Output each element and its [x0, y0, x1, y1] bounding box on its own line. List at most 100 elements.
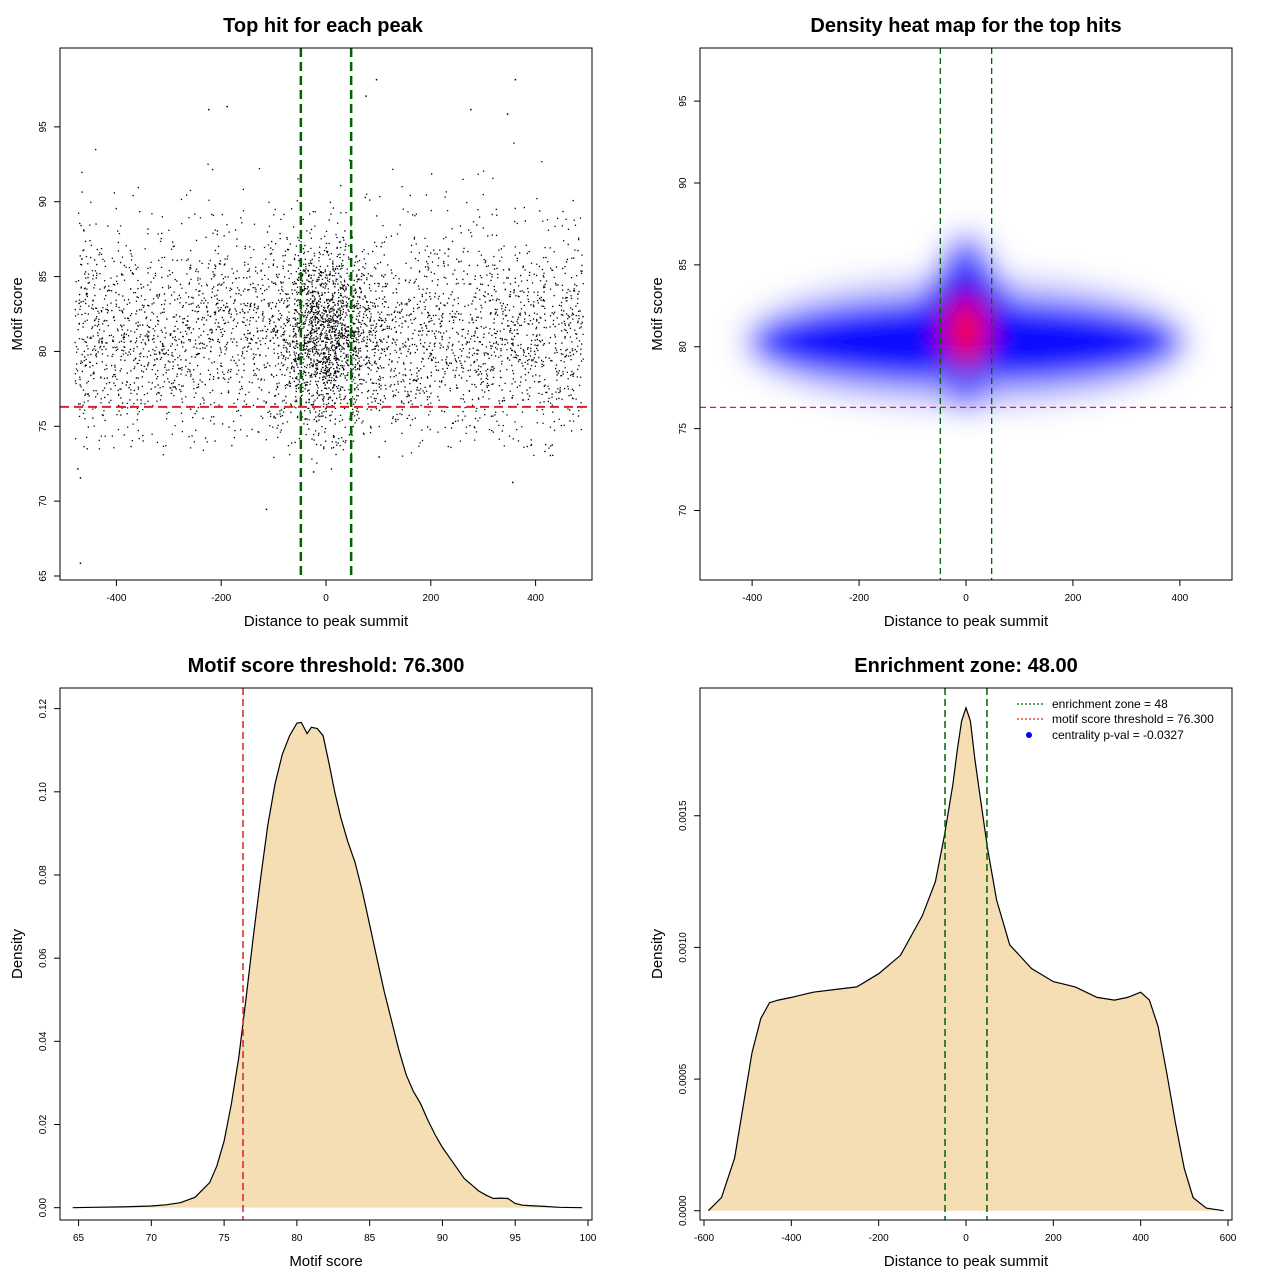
enrichment-y-tick-label: 0.0005: [678, 1063, 689, 1094]
heatmap-y-tick-label: 85: [678, 259, 689, 271]
heatmap-x-tick-label: 400: [1172, 593, 1189, 604]
heatmap-x-tick-label: -400: [742, 593, 762, 604]
scatter-x-tick-label: -200: [211, 593, 231, 604]
heatmap-density: [700, 48, 1232, 580]
scatter-plot-frame: [59, 47, 593, 581]
score-density-fill: [72, 722, 583, 1208]
panel-heatmap: Density heat map for the top hits -400 -2…: [649, 15, 1233, 630]
score-density-line: [72, 721, 583, 1209]
enrichment-legend: enrichment zone = 48 motif score thresho…: [1017, 697, 1214, 742]
legend-label-score-threshold: motif score threshold = 76.300: [1052, 712, 1214, 726]
scatter-outlier-point: [512, 481, 514, 484]
enrichment-x-tick-label: 0: [963, 1233, 969, 1244]
score-density-y-tick-label: 0.06: [38, 948, 49, 968]
enrichment-y-tick-label: 0.0010: [678, 932, 689, 963]
scatter-outlier-point: [378, 456, 380, 458]
score-density-title: Motif score threshold: 76.300: [188, 655, 465, 677]
enrichment-density-line: [707, 705, 1224, 1212]
heatmap-x-tick-label: 0: [963, 593, 969, 604]
scatter-outlier-point: [365, 95, 367, 97]
heatmap-x-tick-label: -200: [849, 593, 869, 604]
heatmap-y-tick-label: 95: [678, 95, 689, 107]
scatter-y-label: Motif score: [9, 277, 26, 350]
enrichment-x-tick-label: -400: [781, 1233, 801, 1244]
score-density-y-tick-label: 0.08: [38, 865, 49, 885]
scatter-outlier-point: [265, 508, 268, 511]
enrichment-x-tick-label: 400: [1132, 1233, 1149, 1244]
enrichment-density-curve: [707, 688, 1224, 1220]
scatter-point-cloud: [74, 142, 584, 470]
panel-scatter: Top hit for each peak -400 -200 0 200 400 65 7…: [9, 15, 593, 630]
heatmap-reference-lines: [700, 48, 1232, 580]
score-density-curve: [72, 688, 583, 1220]
score-density-x-tick-label: 85: [364, 1233, 376, 1244]
score-density-x-tick-label: 65: [73, 1233, 85, 1244]
scatter-y-tick-label: 75: [38, 420, 49, 432]
heatmap-title: Density heat map for the top hits: [810, 15, 1121, 37]
scatter-y-tick-label: 85: [38, 271, 49, 283]
scatter-outlier-point: [208, 108, 210, 111]
scatter-y-tick-label: 95: [38, 121, 49, 133]
score-density-y-tick-label: 0.12: [38, 698, 49, 718]
scatter-x-tick-label: 400: [527, 593, 544, 604]
scatter-points: [74, 78, 584, 565]
scatter-x-tick-label: 0: [323, 593, 329, 604]
scatter-x-tick-label: 200: [422, 593, 439, 604]
heatmap-y-tick-label: 90: [678, 177, 689, 189]
scatter-outlier-point: [470, 108, 472, 111]
scatter-y-tick-label: 80: [38, 345, 49, 357]
heatmap-x-label: Distance to peak summit: [884, 613, 1049, 630]
enrichment-y-tick-label: 0.0000: [678, 1195, 689, 1226]
enrichment-x-tick-label: 600: [1220, 1233, 1237, 1244]
enrichment-x-tick-label: -600: [694, 1233, 714, 1244]
heatmap-y-tick-label: 80: [678, 341, 689, 353]
enrichment-x-tick-label: -200: [869, 1233, 889, 1244]
legend-label-centrality: centrality p-val = -0.0327: [1052, 728, 1184, 742]
scatter-outlier-point: [226, 105, 228, 108]
scatter-y-tick-label: 90: [38, 196, 49, 208]
scatter-outlier-point: [79, 562, 82, 565]
scatter-x-label: Distance to peak summit: [244, 613, 409, 630]
score-density-x-tick-label: 75: [219, 1233, 231, 1244]
score-density-x-tick-label: 100: [580, 1233, 597, 1244]
heatmap-y-tick-label: 75: [678, 423, 689, 435]
panel-score-density: Motif score threshold: 76.300 65 70 75 80 85…: [9, 655, 597, 1270]
scatter-y-tick-label: 65: [38, 570, 49, 582]
scatter-outlier-point: [77, 468, 79, 470]
score-density-x-tick-label: 70: [146, 1233, 158, 1244]
score-density-x-tick-label: 90: [437, 1233, 449, 1244]
score-density-x-tick-label: 95: [510, 1233, 522, 1244]
heatmap-x-tick-label: 200: [1065, 593, 1082, 604]
enrichment-density-fill: [708, 707, 1224, 1211]
scatter-outlier-point: [375, 78, 378, 81]
scatter-outlier-point: [506, 113, 509, 115]
heatmap-hotspot: [947, 304, 985, 357]
scatter-outlier-point: [514, 78, 517, 81]
score-density-y-tick-label: 0.10: [38, 782, 49, 802]
score-density-y-tick-label: 0.02: [38, 1114, 49, 1134]
scatter-outlier-point: [312, 471, 315, 473]
enrichment-x-tick-label: 200: [1045, 1233, 1062, 1244]
score-density-x-tick-label: 80: [291, 1233, 303, 1244]
enrichment-axes: -600 -400 -200 0 200 400 600 0.0000 0.0005 0.0010…: [678, 800, 1237, 1244]
scatter-title: Top hit for each peak: [223, 15, 424, 37]
enrichment-title: Enrichment zone: 48.00: [854, 655, 1077, 677]
legend-label-enrichment-zone: enrichment zone = 48: [1052, 697, 1168, 711]
scatter-x-tick-label: -400: [106, 593, 126, 604]
enrichment-x-label: Distance to peak summit: [884, 1253, 1049, 1270]
enrichment-y-label: Density: [649, 928, 666, 979]
score-density-axes: 65 70 75 80 85 90 95 100 0.00 0.02 0.04 0.06 0.08 0.1…: [38, 698, 597, 1244]
scatter-axes: -400 -200 0 200 400 65 70 75 80 85 90 95: [38, 121, 544, 604]
panel-enrichment-density: Enrichment zone: 48.00 -600 -400 -200 0 200 4…: [649, 655, 1237, 1270]
scatter-outlier-point: [79, 477, 82, 479]
heatmap-y-tick-label: 70: [678, 505, 689, 517]
score-density-x-label: Motif score: [289, 1253, 362, 1270]
heatmap-y-label: Motif score: [649, 277, 666, 350]
scatter-reference-lines: [60, 48, 592, 580]
enrichment-y-tick-label: 0.0015: [678, 800, 689, 831]
score-density-y-tick-label: 0.00: [38, 1198, 49, 1218]
legend-key-centrality: [1026, 732, 1032, 738]
scatter-y-tick-label: 70: [38, 495, 49, 507]
heatmap-axes: -400 -200 0 200 400 70 75 80 85 90 95: [678, 95, 1189, 604]
